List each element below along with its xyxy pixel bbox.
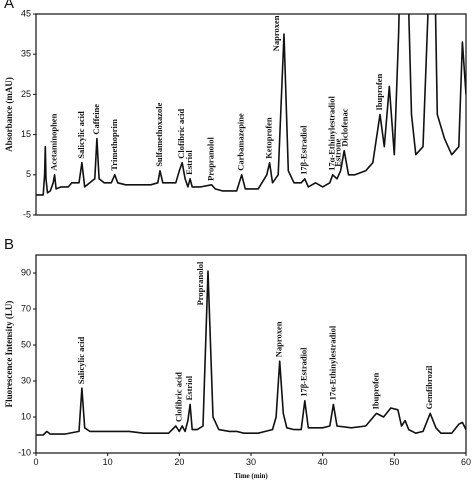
peak-label: Clofibric acid [173,372,183,422]
peak-label: Propranolol [206,136,216,180]
peak-label: Naproxen [274,321,284,357]
peak-label: Ketoprofen [264,117,274,159]
y-axis-label: Fluorescence Intensity (LU) [4,301,14,408]
peak-label: Propranolol [195,261,205,305]
y-tick-label: 50 [21,339,31,349]
peak-label: Ibuprofen [370,372,380,409]
peak-label: Estriol [184,375,194,400]
panel-label: B [4,236,14,253]
peak-label: Salicylic acid [76,336,86,384]
y-tick-label: 45 [21,8,31,18]
y-tick-label: -10 [18,447,31,457]
peak-label: Sulfamethoxazole [154,102,164,166]
peak-label: Clofibric acid [176,109,186,159]
x-tick-label: 0 [33,457,38,467]
peak-label: Trimethoprim [109,119,119,171]
peak-label: Carbamazepine [236,113,246,171]
peak-label: 17α-Ethinylestradiol [327,325,337,400]
y-tick-label: 15 [21,129,31,139]
x-tick-label: 60 [461,457,471,467]
peak-label: Estrone [332,138,342,166]
panel-label: A [4,0,14,12]
x-tick-label: 20 [174,457,184,467]
chromatogram-trace [36,270,466,436]
peak-label: Salicylic acid [76,111,86,159]
peak-label: Diclofenac [340,108,350,146]
peak-label: Caffeine [91,104,101,135]
peak-label: 17β-Estradiol [299,347,309,397]
y-tick-label: 10 [21,411,31,421]
x-tick-label: 30 [246,457,256,467]
peak-label: Acetaminophen [49,113,59,170]
x-tick-label: 40 [318,457,328,467]
y-tick-label: 25 [21,89,31,99]
peak-label: 17β-Estradiol [299,125,309,175]
peak-label: Naproxen [271,15,281,51]
chromatogram-trace [36,14,466,196]
peak-label: Gemfibrozil [424,365,434,409]
peak-label: Estriol [184,150,194,175]
y-tick-label: 90 [21,267,31,277]
y-tick-label: -5 [23,209,31,219]
y-tick-label: 70 [21,303,31,313]
x-tick-label: 10 [103,457,113,467]
x-axis-label: Time (min) [234,472,268,480]
peak-label: 17α-Ethinylestradiol [327,96,337,171]
y-tick-label: 35 [21,49,31,59]
y-tick-label: 5 [26,169,31,179]
y-axis-label: Absorbance (mAU) [4,77,14,152]
x-tick-label: 50 [389,457,399,467]
plot-frame [35,13,467,216]
peak-label: Ibuprofen [374,74,384,111]
y-tick-label: 30 [21,375,31,385]
